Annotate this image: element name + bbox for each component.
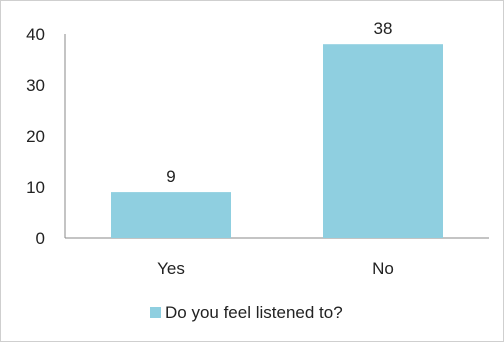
data-label-no: 38 bbox=[374, 19, 393, 38]
legend-swatch bbox=[150, 307, 161, 318]
bar-yes bbox=[111, 192, 231, 238]
category-label-yes: Yes bbox=[157, 259, 185, 278]
y-tick-label: 20 bbox=[26, 127, 45, 146]
category-labels: Yes No bbox=[157, 259, 394, 278]
bars bbox=[111, 44, 443, 239]
y-tick-label: 10 bbox=[26, 178, 45, 197]
y-axis-ticks: 0 10 20 30 40 bbox=[26, 25, 45, 248]
data-label-yes: 9 bbox=[166, 167, 175, 186]
y-tick-label: 40 bbox=[26, 25, 45, 44]
legend-label: Do you feel listened to? bbox=[165, 303, 343, 322]
y-tick-label: 30 bbox=[26, 76, 45, 95]
data-labels: 9 38 bbox=[166, 19, 392, 186]
y-tick-label: 0 bbox=[36, 229, 45, 248]
legend: Do you feel listened to? bbox=[150, 303, 343, 322]
category-label-no: No bbox=[372, 259, 394, 278]
bar-no bbox=[323, 44, 443, 239]
